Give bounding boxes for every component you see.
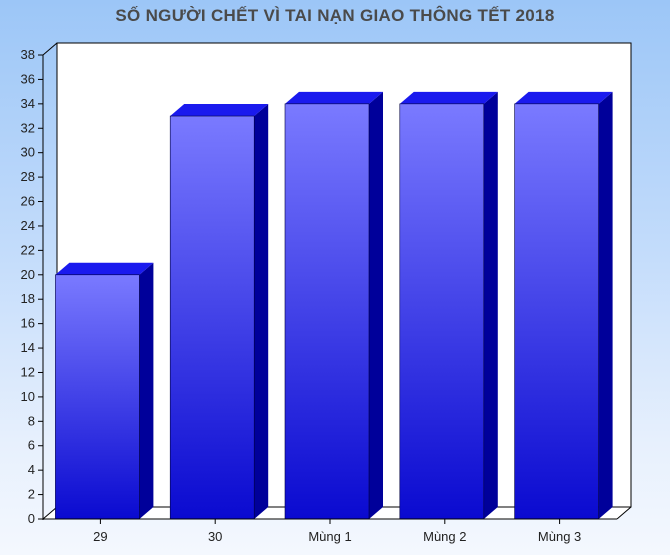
y-tick-label: 34 (21, 96, 35, 111)
x-tick-label: 29 (93, 529, 107, 544)
bar (284, 103, 370, 520)
bar-side (598, 91, 613, 519)
bar-group (399, 91, 498, 520)
x-tick-label: Mùng 3 (538, 529, 581, 544)
y-tick-label: 38 (21, 47, 35, 62)
bar-top (514, 91, 613, 104)
x-tick-label: 30 (208, 529, 222, 544)
bar-side (139, 262, 154, 519)
y-tick-label: 22 (21, 242, 35, 257)
bar (399, 103, 485, 520)
bar (169, 115, 255, 520)
y-tick-label: 20 (21, 267, 35, 282)
y-tick-label: 26 (21, 194, 35, 209)
floor-right-edge (616, 506, 632, 520)
y-tick-label: 36 (21, 71, 35, 86)
bar-side (369, 91, 383, 519)
y-tick-label: 30 (21, 145, 35, 160)
bar-group (55, 262, 154, 520)
bar (55, 274, 140, 520)
y-tick-label: 0 (28, 511, 35, 526)
y-tick-label: 4 (28, 462, 35, 477)
wall-top-edge (42, 42, 58, 56)
y-tick-label: 18 (21, 291, 35, 306)
y-tick-label: 12 (21, 364, 35, 379)
bar-top (170, 104, 269, 117)
bar-group (169, 104, 269, 520)
bar-side (254, 104, 269, 519)
bar-group (284, 91, 383, 520)
bars (55, 91, 613, 520)
y-tick-label: 14 (21, 340, 35, 355)
bar (514, 103, 599, 520)
y-tick-label: 16 (21, 316, 35, 331)
y-tick-label: 32 (21, 120, 35, 135)
y-tick-label: 6 (28, 438, 35, 453)
y-tick-label: 2 (28, 487, 35, 502)
floor-left-edge (42, 506, 58, 520)
bar-top (285, 91, 383, 104)
x-tick-label: Mùng 1 (308, 529, 351, 544)
x-tick-label: Mùng 2 (423, 529, 466, 544)
bar-group (514, 91, 613, 520)
y-tick-label: 24 (21, 218, 35, 233)
bar-top (399, 91, 498, 104)
bar-top (55, 262, 154, 275)
y-tick-label: 10 (21, 389, 35, 404)
bar-side (483, 91, 498, 519)
chart-title: SỐ NGƯỜI CHẾT VÌ TAI NẠN GIAO THÔNG TẾT … (115, 6, 555, 25)
x-axis: 29 30 Mùng 1 Mùng 2 Mùng 3 (43, 518, 617, 544)
y-tick-label: 28 (21, 169, 35, 184)
y-tick-label: 8 (28, 413, 35, 428)
